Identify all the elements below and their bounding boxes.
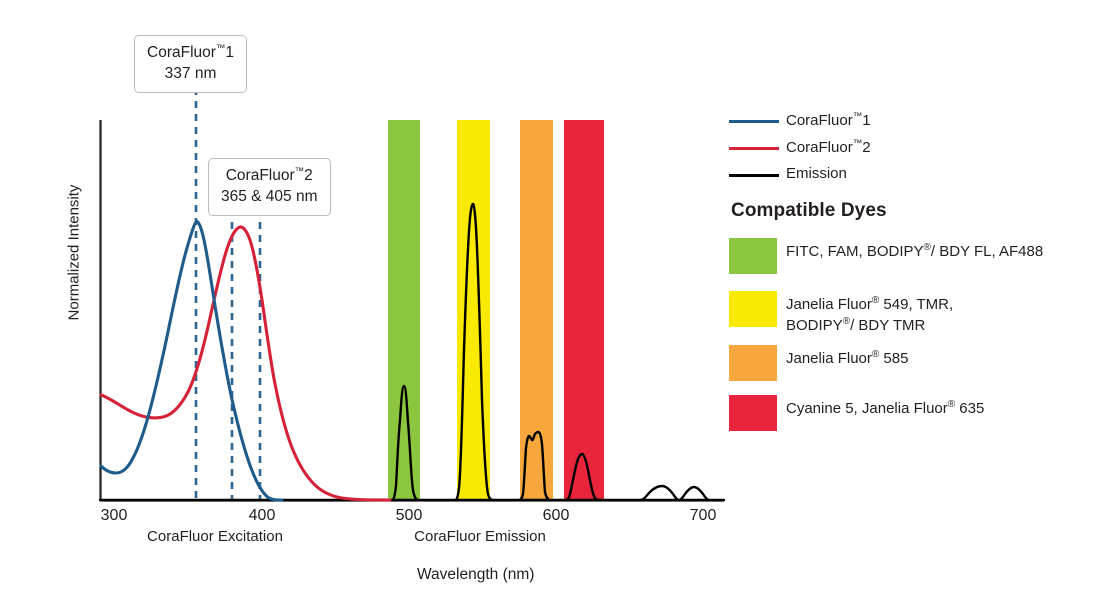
trademark-symbol: ™ <box>294 166 305 177</box>
registered-symbol: ® <box>842 315 851 327</box>
legend-label-emission: Emission <box>786 165 847 182</box>
dye-swatch-yellow <box>729 291 777 327</box>
trademark-symbol: ™ <box>215 43 226 54</box>
legend-label-corafluor-1: CoraFluor™1 <box>786 111 871 129</box>
legend-line-swatch-blue <box>729 120 779 123</box>
dye-swatch-red <box>729 395 777 431</box>
dye-band-red <box>564 120 604 500</box>
x-tick-700: 700 <box>689 507 717 524</box>
x-tick-500: 500 <box>395 507 423 524</box>
callout-corafluor-1: CoraFluor™1 337 nm <box>134 35 248 94</box>
series-corafluor-1 <box>99 220 284 502</box>
dye-label-red: Cyanine 5, Janelia Fluor® 635 <box>786 399 985 417</box>
dye-label-yellow-line1: Janelia Fluor® 549, TMR, <box>786 295 954 313</box>
dye-band-orange <box>520 120 553 500</box>
legend-item-corafluor-1: CoraFluor™1 <box>729 108 1089 135</box>
trademark-symbol: ™ <box>852 138 863 149</box>
series-legend: CoraFluor™1 CoraFluor™2 Emission <box>729 108 1089 189</box>
legend-item-corafluor-2: CoraFluor™2 <box>729 135 1089 162</box>
callout-2-value: 365 & 405 nm <box>221 187 318 205</box>
registered-symbol: ® <box>871 295 880 306</box>
legend-item-emission: Emission <box>729 162 1089 189</box>
registered-symbol: ® <box>923 242 931 253</box>
legend-label-corafluor-2: CoraFluor™2 <box>786 138 871 156</box>
registered-symbol: ® <box>947 399 956 410</box>
series-corafluor-2 <box>99 225 392 502</box>
series-emission <box>98 202 726 502</box>
legend-line-swatch-red <box>729 147 779 150</box>
x-tick-600: 600 <box>542 507 570 524</box>
marker-lines <box>194 88 262 500</box>
compatible-dyes-heading: Compatible Dyes <box>731 200 887 221</box>
callout-1-value: 337 nm <box>164 64 217 82</box>
dye-bands <box>388 120 604 500</box>
x-sublabel-emission: CoraFluor Emission <box>414 528 546 545</box>
dye-label-yellow: Janelia Fluor® 549, TMR, BODIPY®/ BDY TM… <box>786 294 953 336</box>
dye-swatch-green <box>729 238 777 274</box>
callout-1-title: CoraFluor™1 <box>147 43 235 62</box>
callout-corafluor-2: CoraFluor™2 365 & 405 nm <box>208 158 331 217</box>
registered-symbol: ® <box>871 349 880 360</box>
dye-swatch-orange <box>729 345 777 381</box>
dye-label-orange: Janelia Fluor® 585 <box>786 349 909 367</box>
x-tick-400: 400 <box>248 507 276 524</box>
trademark-symbol: ™ <box>852 111 863 122</box>
callout-2-title: CoraFluor™2 <box>225 166 313 185</box>
x-tick-300: 300 <box>100 507 128 524</box>
dye-label-yellow-line2: BODIPY®/ BDY TMR <box>786 315 926 334</box>
dye-label-green: FITC, FAM, BODIPY®/ BDY FL, AF488 <box>786 242 1044 260</box>
x-sublabel-excitation: CoraFluor Excitation <box>147 528 283 545</box>
legend-line-swatch-black <box>729 174 779 177</box>
dye-band-green <box>388 120 420 500</box>
y-axis-title: Normalized Intensity <box>65 184 83 321</box>
x-axis-title: Wavelength (nm) <box>417 566 535 583</box>
